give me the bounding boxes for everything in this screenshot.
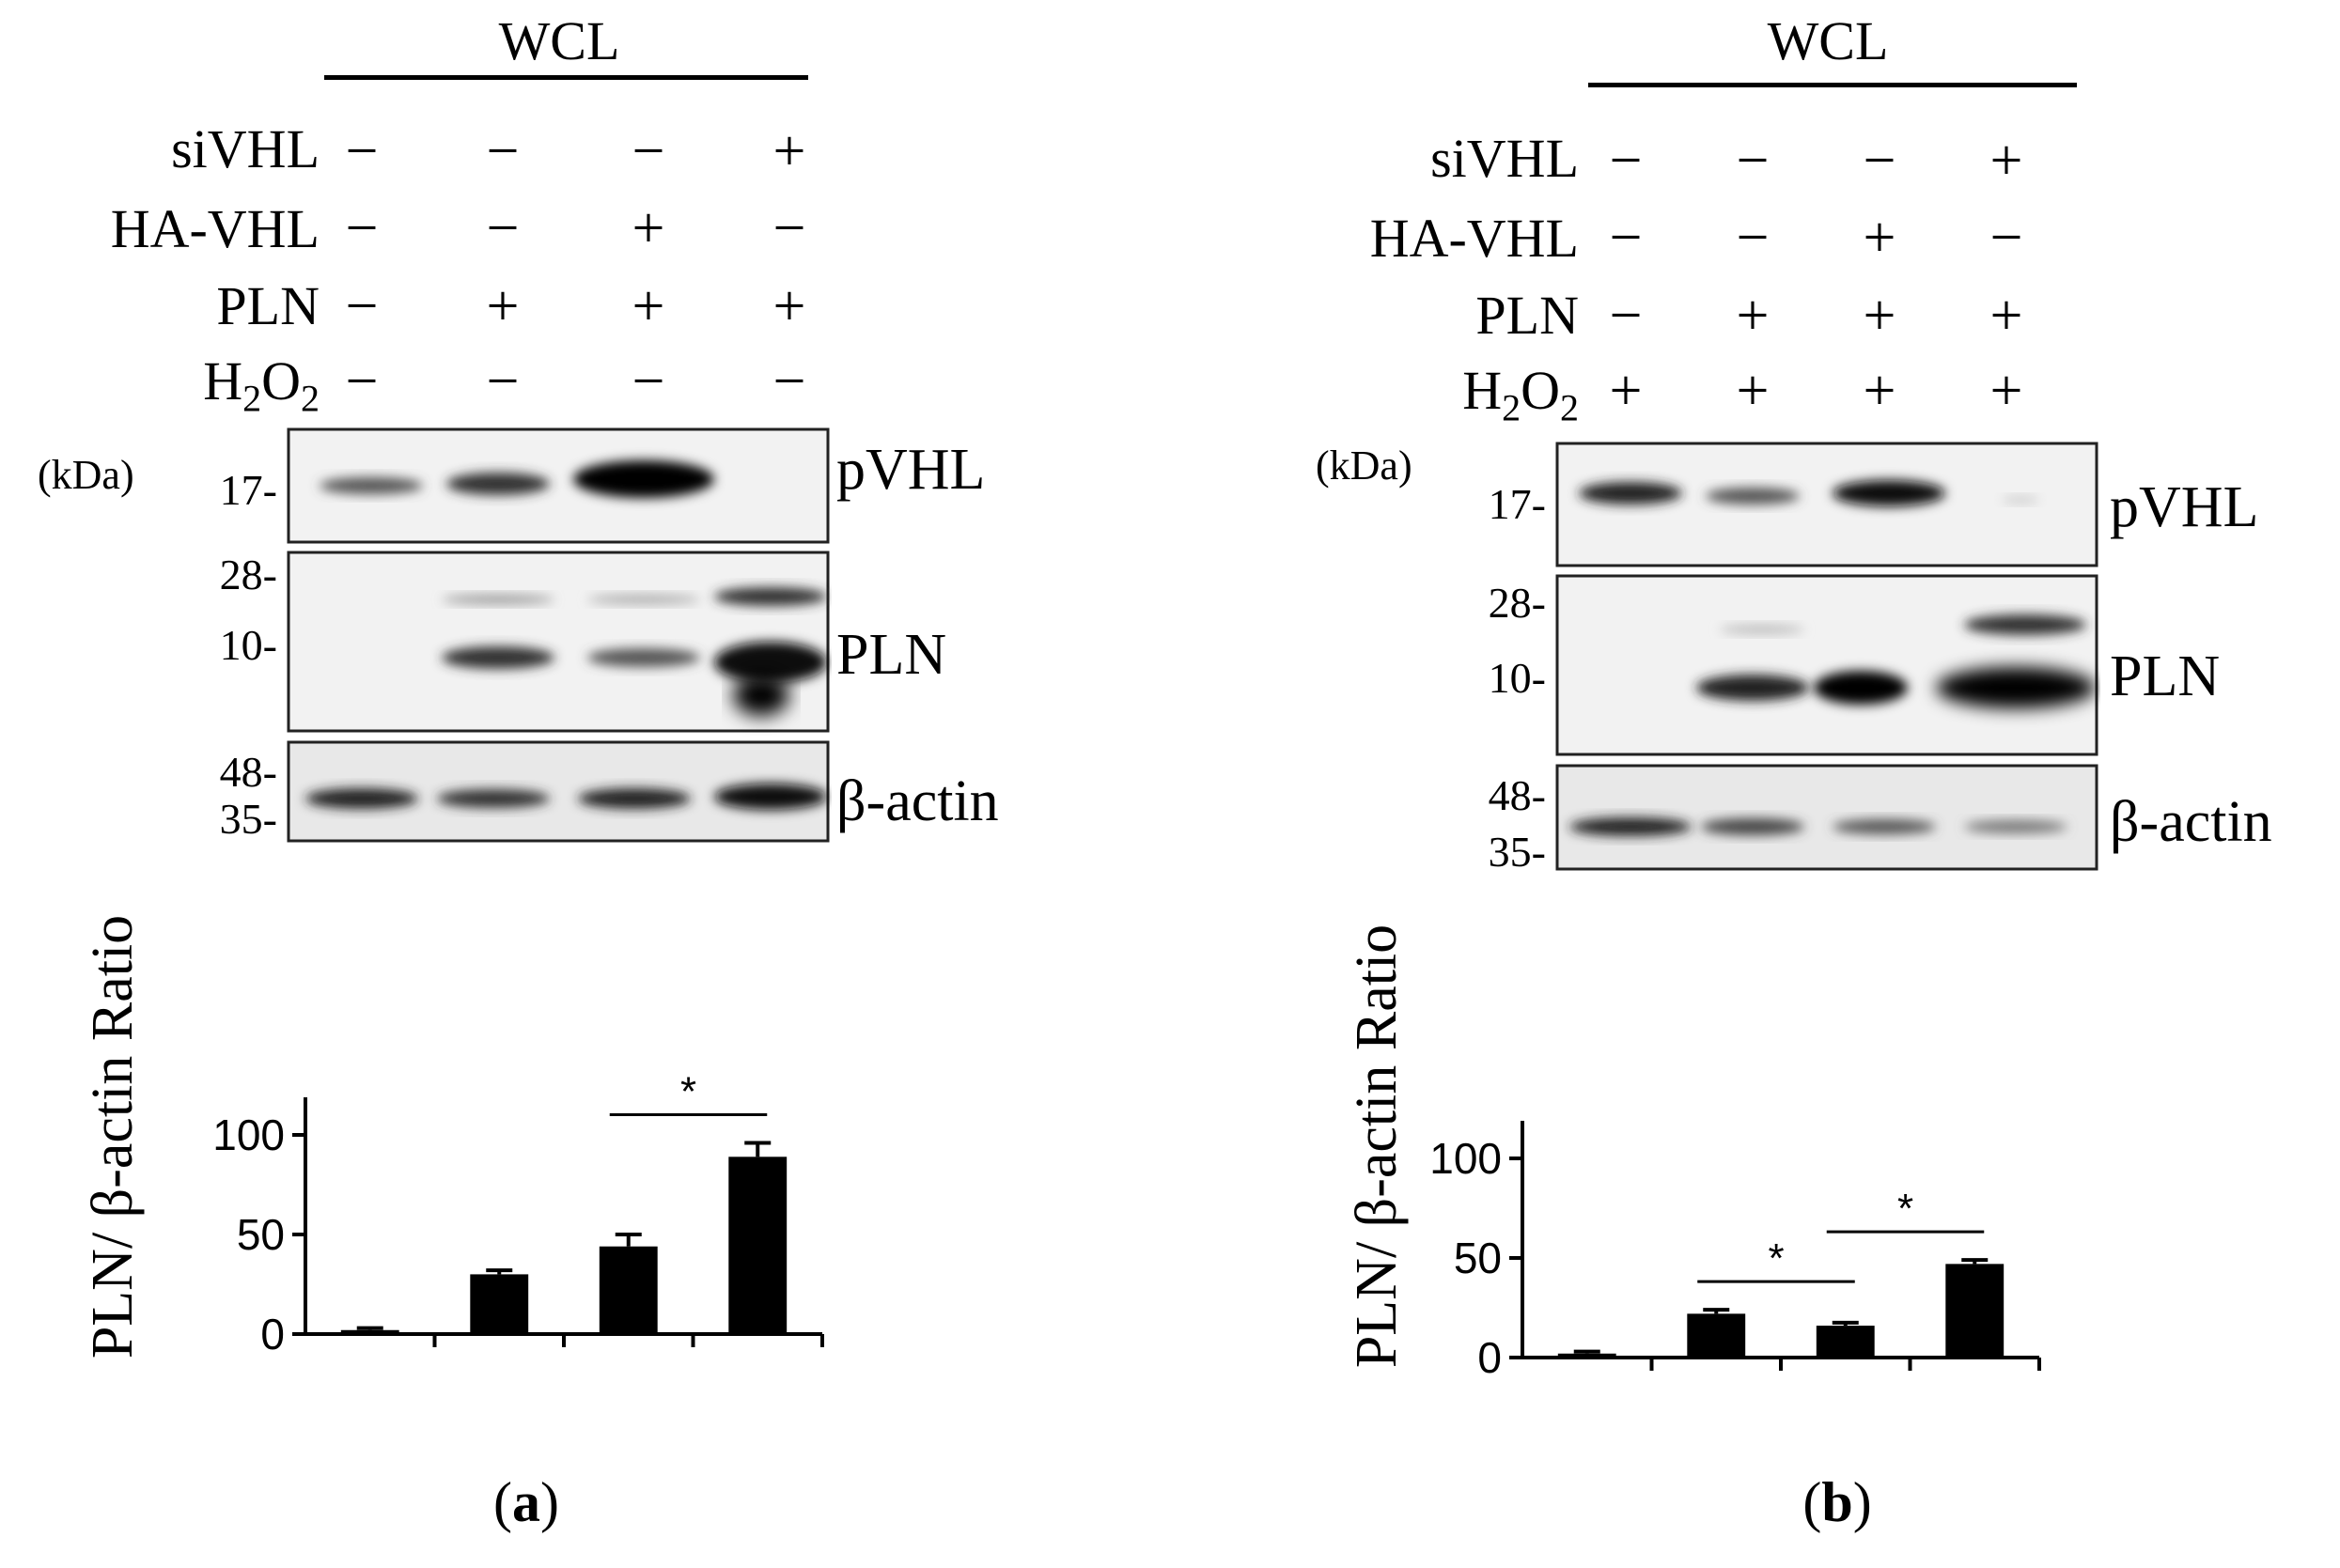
mw-marker: 35- [219,795,277,843]
sign: − [632,119,665,183]
sign: − [772,349,806,413]
band-label-beta-actin: β-actin [2110,790,2272,854]
panel-a: WCL siVHL HA-VHL PLN H2O2 − − − + − − + … [38,10,999,1533]
panel-b: WCL siVHL HA-VHL PLN H2O2 − − − + − − + … [1170,0,2340,1568]
caption-a: (a) [493,1471,559,1533]
y-axis-label: PLN/ β-actin Ratio [1345,924,1409,1368]
sign: − [772,196,806,260]
band-label-pln: PLN [836,623,947,687]
y-tick-label: 100 [1429,1134,1502,1183]
sign: + [486,274,520,338]
significance-star: * [680,1068,696,1114]
sign: + [1609,359,1643,423]
bar [1945,1264,2005,1358]
row-label-pln: PLN [1475,285,1579,346]
sign: − [345,119,379,183]
mw-marker: 28- [1488,579,1546,627]
wcl-bar [1588,83,2077,87]
mw-marker: 17- [219,466,277,514]
sign: + [772,119,806,183]
row-label-pln: PLN [216,275,320,336]
sign: + [1863,206,1896,270]
mw-marker: 35- [1488,828,1546,876]
sign: + [772,274,806,338]
sign: − [1609,284,1643,348]
sign: + [1989,129,2023,193]
western-blot-image [1555,442,2098,871]
wcl-bar [324,75,808,80]
bar-chart-b: PLN/ β-actin Ratio 0 50 100 * * [1345,924,2041,1382]
caption-b: (b) [1802,1471,1872,1533]
sign: + [1989,359,2023,423]
y-tick-label: 0 [260,1310,285,1358]
sign: + [1863,284,1896,348]
wcl-header: WCL [1767,10,1889,71]
kda-label: (kDa) [1316,442,1412,489]
sign: − [632,349,665,413]
sign: + [1736,359,1770,423]
y-axis-label: PLN/ β-actin Ratio [81,915,145,1358]
mw-marker: 28- [219,551,277,598]
sign: − [486,349,520,413]
bar [1816,1326,1875,1358]
bar-chart-a: PLN/ β-actin Ratio 0 50 100 * [81,915,824,1358]
sign: − [345,349,379,413]
sign: − [1863,129,1896,193]
sign: − [1609,206,1643,270]
significance-star: * [1768,1235,1784,1281]
mw-marker: 10- [1488,654,1546,702]
bar [728,1157,788,1334]
y-tick-label: 50 [1454,1234,1502,1282]
sign: − [486,119,520,183]
sign: + [632,274,665,338]
sign: − [1609,129,1643,193]
mw-marker: 17- [1488,480,1546,528]
row-label-ha-vhl: HA-VHL [1369,208,1579,269]
sign: − [1989,206,2023,270]
western-blot-image [287,427,830,843]
sign: − [1736,129,1770,193]
row-label-h2o2: H2O2 [203,350,320,420]
bar [1557,1353,1616,1358]
sign: − [1736,206,1770,270]
mw-marker: 10- [219,621,277,669]
y-tick-label: 100 [212,1110,285,1159]
sign: + [632,196,665,260]
bar [470,1274,529,1334]
sign: + [1863,359,1896,423]
band-label-pln: PLN [2110,644,2221,708]
mw-marker: 48- [1488,771,1546,819]
bar [599,1246,658,1334]
row-label-sivhl: siVHL [171,118,320,179]
sign: − [345,196,379,260]
sign: + [1989,284,2023,348]
y-tick-label: 0 [1477,1333,1502,1382]
sign: + [1736,284,1770,348]
bar [1687,1313,1746,1358]
sign: − [345,274,379,338]
y-tick-label: 50 [237,1210,285,1259]
band-label-pvhl: pVHL [836,438,986,502]
significance-star: * [1897,1186,1913,1232]
row-label-h2o2: H2O2 [1462,360,1579,429]
row-label-ha-vhl: HA-VHL [110,198,320,259]
wcl-header: WCL [498,10,620,71]
band-label-pvhl: pVHL [2110,475,2259,539]
sign: − [486,196,520,260]
band-label-beta-actin: β-actin [836,769,999,833]
mw-marker: 48- [219,748,277,796]
kda-label: (kDa) [38,452,134,498]
row-label-sivhl: siVHL [1430,128,1579,189]
bar [340,1329,399,1334]
